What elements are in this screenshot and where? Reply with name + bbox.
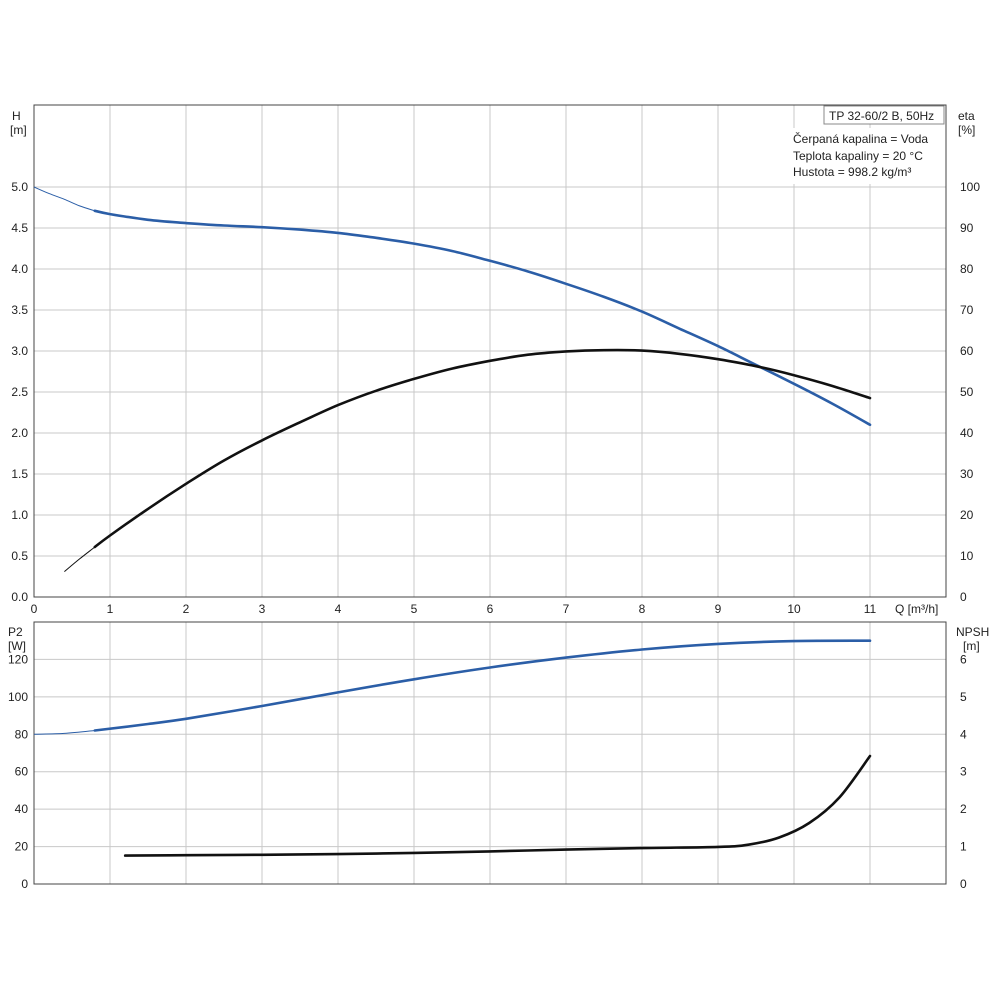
- p2-axis-label: P2: [8, 625, 23, 639]
- h-axis-label: H: [12, 109, 21, 123]
- liquid-info: Čerpaná kapalina = Voda: [793, 131, 928, 146]
- top-left-tick-label-0: 0.0: [11, 590, 28, 604]
- x-tick-label-10: 10: [787, 602, 801, 616]
- bottom-left-tick-label-6: 120: [8, 652, 28, 666]
- npsh-curve: [123, 754, 872, 857]
- info-panel: [790, 128, 944, 184]
- top-right-tick-label-8: 80: [960, 262, 974, 276]
- top-right-tick-label-5: 50: [960, 385, 974, 399]
- bottom-right-tick-label-2: 2: [960, 802, 967, 816]
- eta-axis-unit: [%]: [958, 123, 975, 137]
- x-tick-label-9: 9: [715, 602, 722, 616]
- x-tick-label-6: 6: [487, 602, 494, 616]
- power-curve-extrapolated: [33, 730, 95, 735]
- bottom-panel-frame: [33, 621, 947, 885]
- top-panel-frame: [33, 104, 947, 598]
- x-tick-label-5: 5: [411, 602, 418, 616]
- top-right-tick-label-1: 10: [960, 549, 974, 563]
- bottom-left-tick-label-5: 100: [8, 690, 28, 704]
- top-right-tick-label-9: 90: [960, 221, 974, 235]
- x-tick-label-4: 4: [335, 602, 342, 616]
- bottom-right-tick-label-3: 3: [960, 765, 967, 779]
- top-right-tick-label-0: 0: [960, 590, 967, 604]
- bottom-left-tick-label-1: 20: [15, 840, 29, 854]
- x-tick-label-0: 0: [31, 602, 38, 616]
- p2-axis-unit: [W]: [8, 639, 26, 653]
- top-right-tick-label-7: 70: [960, 303, 974, 317]
- bottom-panel-grid: [33, 622, 946, 885]
- bottom-left-tick-label-3: 60: [15, 765, 29, 779]
- density-info: Hustota = 998.2 kg/m³: [793, 165, 911, 179]
- eta-axis-label: eta: [958, 109, 975, 123]
- model-box: [823, 105, 945, 125]
- top-left-tick-label-7: 3.5: [11, 303, 28, 317]
- q-axis-label: Q [m³/h]: [895, 602, 938, 616]
- top-right-tick-label-2: 20: [960, 508, 974, 522]
- x-tick-label-7: 7: [563, 602, 570, 616]
- h-axis-unit: [m]: [10, 123, 27, 137]
- temperature-info: Teplota kapaliny = 20 °C: [793, 149, 923, 163]
- top-left-tick-label-2: 1.0: [11, 508, 28, 522]
- top-left-tick-label-4: 2.0: [11, 426, 28, 440]
- top-left-tick-label-9: 4.5: [11, 221, 28, 235]
- top-right-tick-label-4: 40: [960, 426, 974, 440]
- x-tick-label-2: 2: [183, 602, 190, 616]
- x-tick-label-11: 11: [864, 602, 877, 616]
- bottom-right-tick-label-4: 4: [960, 727, 967, 741]
- head-curve-extrapolated: [33, 186, 95, 212]
- bottom-right-tick-label-6: 6: [960, 652, 967, 666]
- top-panel-ticks: 0 1 2 3 4 5 6 7 8 9 10 11 0.0 0.5 1.0 1.5 2.0 2.5 3.0 3.5 4.…: [11, 180, 980, 616]
- bottom-left-tick-label-0: 0: [21, 877, 28, 891]
- bottom-left-tick-label-2: 40: [15, 802, 29, 816]
- bottom-right-tick-label-0: 0: [960, 877, 967, 891]
- curves: [33, 186, 872, 857]
- bottom-left-tick-label-4: 80: [15, 727, 29, 741]
- power-curve: [93, 639, 872, 732]
- top-left-tick-label-5: 2.5: [11, 385, 28, 399]
- top-left-tick-label-10: 5.0: [11, 180, 28, 194]
- top-left-tick-label-3: 1.5: [11, 467, 28, 481]
- top-left-tick-label-1: 0.5: [11, 549, 28, 563]
- x-tick-label-3: 3: [259, 602, 266, 616]
- top-left-tick-label-6: 3.0: [11, 344, 28, 358]
- npsh-axis-label: NPSH: [956, 625, 989, 639]
- bottom-panel-ticks: 0 20 40 60 80 100 120 0 1 2 3 4 5 6: [8, 652, 967, 891]
- efficiency-curve: [93, 348, 872, 549]
- top-left-tick-label-8: 4.0: [11, 262, 28, 276]
- bottom-right-tick-label-5: 5: [960, 690, 967, 704]
- x-tick-label-8: 8: [639, 602, 646, 616]
- top-right-tick-label-10: 100: [960, 180, 980, 194]
- x-tick-label-1: 1: [107, 602, 114, 616]
- top-right-tick-label-3: 30: [960, 467, 974, 481]
- npsh-axis-unit: [m]: [963, 639, 980, 653]
- pump-model: TP 32-60/2 B, 50Hz: [829, 109, 934, 123]
- top-right-tick-label-6: 60: [960, 344, 974, 358]
- bottom-right-tick-label-1: 1: [960, 840, 967, 854]
- head-curve: [93, 209, 872, 427]
- efficiency-curve-extrapolated: [64, 546, 96, 572]
